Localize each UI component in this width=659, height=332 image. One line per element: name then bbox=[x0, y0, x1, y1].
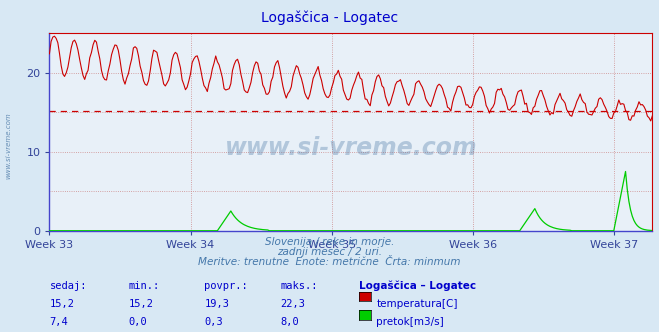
Text: Meritve: trenutne  Enote: metrične  Črta: minmum: Meritve: trenutne Enote: metrične Črta: … bbox=[198, 257, 461, 267]
Text: 8,0: 8,0 bbox=[280, 317, 299, 327]
Text: 15,2: 15,2 bbox=[49, 299, 74, 309]
Text: maks.:: maks.: bbox=[280, 281, 318, 290]
Text: Logaščica - Logatec: Logaščica - Logatec bbox=[261, 11, 398, 25]
Text: 22,3: 22,3 bbox=[280, 299, 305, 309]
Text: 7,4: 7,4 bbox=[49, 317, 68, 327]
Text: povpr.:: povpr.: bbox=[204, 281, 248, 290]
Text: zadnji mesec / 2 uri.: zadnji mesec / 2 uri. bbox=[277, 247, 382, 257]
Text: Logaščica – Logatec: Logaščica – Logatec bbox=[359, 281, 476, 291]
Text: Slovenija / reke in morje.: Slovenija / reke in morje. bbox=[265, 237, 394, 247]
Text: 0,0: 0,0 bbox=[129, 317, 147, 327]
Text: www.si-vreme.com: www.si-vreme.com bbox=[225, 136, 477, 160]
Text: min.:: min.: bbox=[129, 281, 159, 290]
Text: sedaj:: sedaj: bbox=[49, 281, 87, 290]
Text: www.si-vreme.com: www.si-vreme.com bbox=[5, 113, 11, 180]
Text: temperatura[C]: temperatura[C] bbox=[376, 299, 458, 309]
Text: pretok[m3/s]: pretok[m3/s] bbox=[376, 317, 444, 327]
Text: 19,3: 19,3 bbox=[204, 299, 229, 309]
Text: 0,3: 0,3 bbox=[204, 317, 223, 327]
Text: 15,2: 15,2 bbox=[129, 299, 154, 309]
